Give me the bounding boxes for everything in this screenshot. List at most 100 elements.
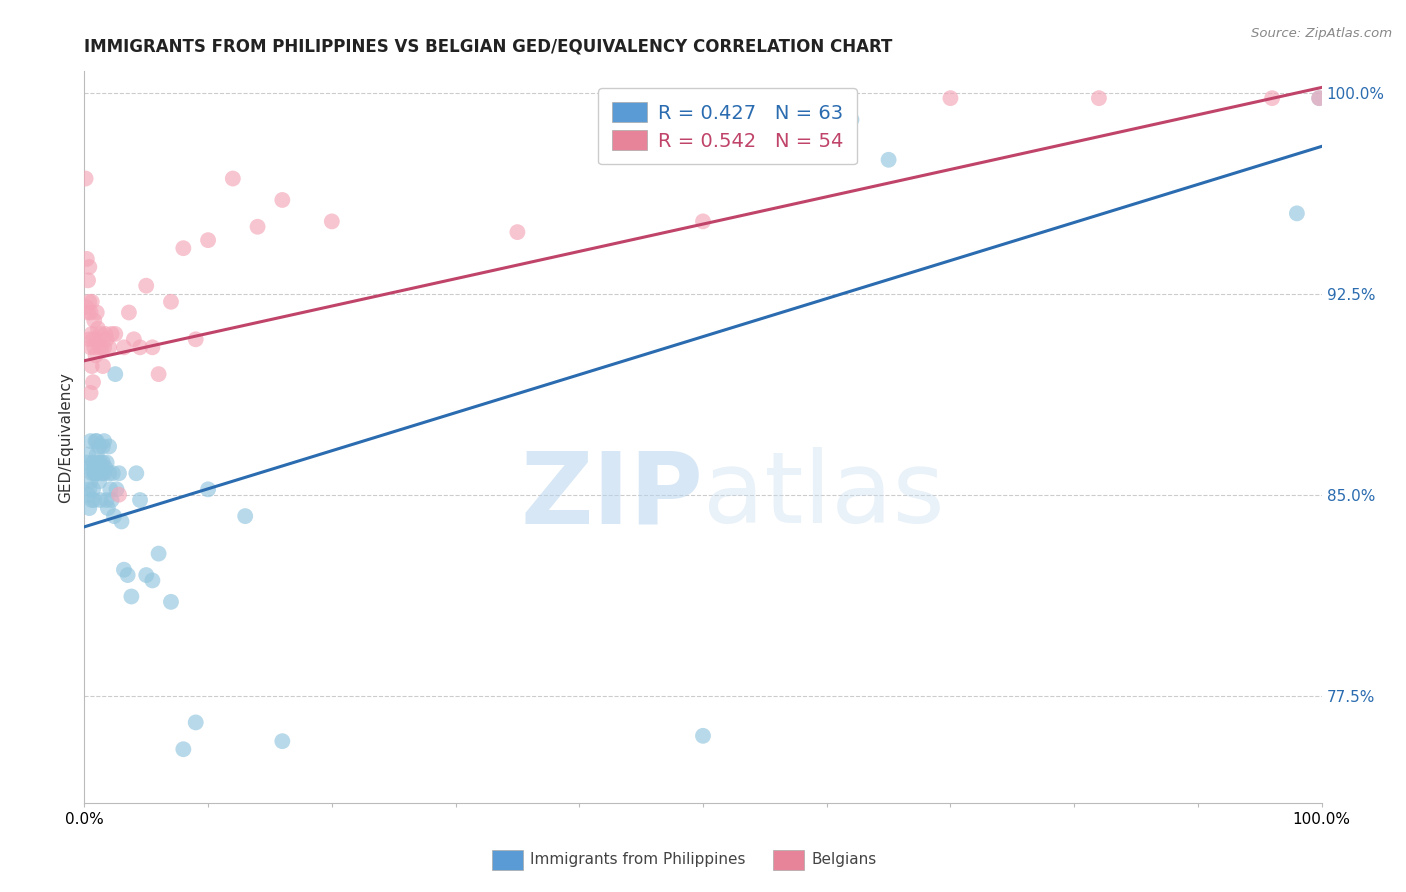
Point — [1261, 91, 1284, 105]
Point — [160, 595, 183, 609]
Point — [93, 434, 115, 449]
Point — [172, 241, 194, 255]
Point — [172, 742, 194, 756]
Point — [79, 475, 101, 489]
Point — [90, 467, 112, 481]
Point — [79, 294, 101, 309]
Point — [222, 171, 245, 186]
Text: ZIP: ZIP — [520, 447, 703, 544]
Point — [233, 509, 256, 524]
Text: Belgians: Belgians — [811, 853, 876, 867]
Point — [76, 300, 98, 314]
Point — [90, 340, 112, 354]
Point — [79, 332, 101, 346]
Point — [104, 326, 127, 341]
Point — [80, 467, 103, 481]
Point — [939, 91, 962, 105]
Point — [98, 483, 121, 497]
Point — [89, 493, 111, 508]
Point — [93, 467, 115, 481]
Point — [141, 340, 163, 354]
Point — [105, 483, 128, 497]
Point — [79, 434, 101, 449]
Point — [877, 153, 900, 167]
Point — [321, 214, 343, 228]
Point — [97, 501, 120, 516]
Point — [84, 467, 107, 481]
Point — [692, 729, 714, 743]
Point — [104, 367, 127, 381]
Point — [91, 359, 114, 373]
Point — [1308, 91, 1330, 105]
Point — [86, 305, 108, 319]
Point — [148, 367, 170, 381]
Point — [94, 326, 117, 341]
Point — [89, 340, 111, 354]
Point — [1308, 91, 1330, 105]
Point — [94, 461, 117, 475]
Point — [101, 467, 124, 481]
Point — [197, 233, 219, 247]
Point — [197, 483, 219, 497]
Text: Source: ZipAtlas.com: Source: ZipAtlas.com — [1251, 27, 1392, 40]
Point — [135, 278, 157, 293]
Point — [82, 456, 104, 470]
Point — [83, 313, 105, 327]
Point — [100, 326, 122, 341]
Text: atlas: atlas — [703, 447, 945, 544]
Point — [98, 440, 121, 454]
Point — [79, 305, 101, 319]
Point — [83, 493, 105, 508]
Point — [84, 348, 107, 362]
Point — [1285, 206, 1308, 220]
Text: Immigrants from Philippines: Immigrants from Philippines — [530, 853, 745, 867]
Point — [96, 456, 118, 470]
Point — [184, 715, 207, 730]
Point — [80, 326, 103, 341]
Point — [80, 493, 103, 508]
Point — [86, 434, 108, 449]
Point — [89, 326, 111, 341]
Point — [108, 467, 131, 481]
Point — [83, 461, 105, 475]
Point — [83, 340, 105, 354]
Point — [692, 214, 714, 228]
Point — [80, 294, 103, 309]
Point — [82, 483, 104, 497]
Point — [129, 340, 152, 354]
Point — [77, 488, 100, 502]
Point — [80, 359, 103, 373]
Point — [79, 260, 101, 274]
Point — [98, 467, 121, 481]
Point — [96, 332, 118, 346]
Y-axis label: GED/Equivalency: GED/Equivalency — [58, 372, 73, 502]
Point — [271, 734, 294, 748]
Point — [103, 509, 125, 524]
Point — [141, 574, 163, 588]
Point — [82, 332, 104, 346]
Point — [76, 252, 98, 266]
Point — [96, 493, 118, 508]
Point — [112, 340, 135, 354]
Point — [84, 434, 107, 449]
Point — [82, 375, 104, 389]
Point — [506, 225, 529, 239]
Text: IMMIGRANTS FROM PHILIPPINES VS BELGIAN GED/EQUIVALENCY CORRELATION CHART: IMMIGRANTS FROM PHILIPPINES VS BELGIAN G… — [84, 38, 893, 56]
Point — [841, 112, 863, 127]
Point — [93, 340, 115, 354]
Point — [148, 547, 170, 561]
Point — [135, 568, 157, 582]
Point — [271, 193, 294, 207]
Point — [160, 294, 183, 309]
Point — [89, 440, 111, 454]
Point — [108, 488, 131, 502]
Point — [98, 340, 121, 354]
Point — [122, 332, 145, 346]
Point — [76, 456, 98, 470]
Point — [1088, 91, 1111, 105]
Point — [87, 456, 110, 470]
Point — [118, 305, 141, 319]
Point — [112, 563, 135, 577]
Point — [86, 467, 108, 481]
Point — [100, 493, 122, 508]
